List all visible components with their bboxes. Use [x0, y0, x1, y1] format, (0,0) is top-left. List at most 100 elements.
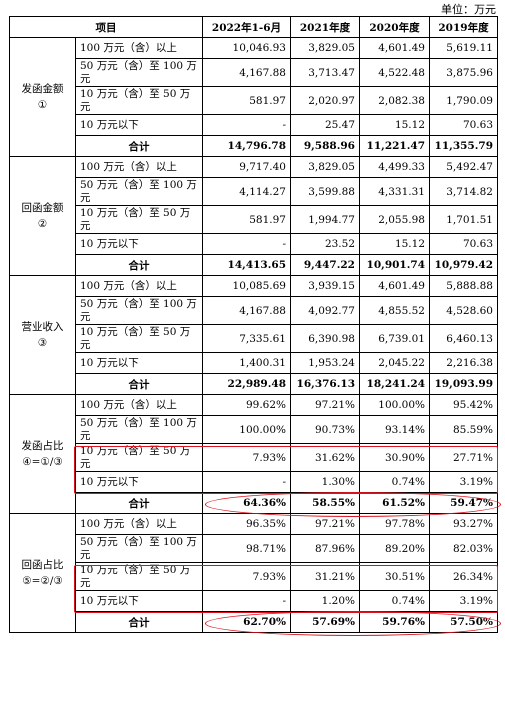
- total-value-cell: 11,355.79: [429, 135, 498, 157]
- group-label-line: ③: [37, 337, 48, 349]
- header-item: 项目: [9, 16, 203, 38]
- value-cell: 30.90%: [359, 443, 430, 472]
- value-cell: 82.03%: [429, 534, 498, 563]
- value-cell: 27.71%: [429, 443, 498, 472]
- value-cell: 4,114.27: [202, 177, 291, 206]
- row-label: 50 万元（含）至 100 万元: [75, 534, 203, 563]
- value-cell: 89.20%: [359, 534, 430, 563]
- row-label: 100 万元（含）以上: [75, 394, 203, 416]
- table-row: 发函金额 ① 100 万元（含）以上 10,046.93 3,829.05 4,601.4…: [9, 37, 498, 157]
- value-cell: 10,046.93: [202, 37, 291, 59]
- value-cell: 1,400.31: [202, 352, 291, 374]
- row-label: 10 万元（含）至 50 万元: [75, 443, 203, 472]
- value-cell: 4,092.77: [290, 296, 360, 325]
- table-row: 发函占比 ④=①/③ 100 万元（含）以上 99.62% 97.21% 100.00% 9…: [9, 394, 498, 514]
- value-cell: 1,994.77: [290, 205, 360, 234]
- value-cell: 4,601.49: [359, 37, 430, 59]
- value-cell: 1,701.51: [429, 205, 498, 234]
- total-value-cell: 22,989.48: [202, 373, 291, 395]
- value-cell: 25.47: [290, 114, 360, 136]
- table-row: 50 万元（含）至 100 万元 4,167.88 4,092.77 4,855.52…: [10, 296, 498, 325]
- group-label-line: 发函占比: [21, 440, 64, 452]
- total-value-cell: 57.50%: [429, 611, 498, 633]
- header-2022h1: 2022年1-6月: [202, 16, 291, 38]
- header-2019: 2019年度: [429, 16, 498, 38]
- value-cell: 3,829.05: [290, 156, 360, 178]
- value-cell: 4,528.60: [429, 296, 498, 325]
- total-value-cell: 59.76%: [359, 611, 430, 633]
- value-cell: 31.62%: [290, 443, 360, 472]
- table-row: 10 万元（含）至 50 万元 7,335.61 6,390.98 6,739.01 6…: [10, 324, 498, 353]
- table-row: 10 万元以下 -1.20% 0.74% 3.19%: [10, 590, 498, 612]
- row-label: 10 万元以下: [75, 114, 203, 136]
- value-cell: 100.00%: [359, 394, 430, 416]
- total-label: 合计: [75, 254, 203, 276]
- row-label: 100 万元（含）以上: [75, 156, 203, 178]
- unit-label: 单位：万元: [441, 3, 496, 16]
- row-label: 10 万元（含）至 50 万元: [75, 205, 203, 234]
- value-cell: 96.35%: [202, 513, 291, 535]
- value-cell: 3,939.15: [290, 275, 360, 297]
- value-cell: 4,499.33: [359, 156, 430, 178]
- group-label: 营业收入 ③: [9, 275, 76, 395]
- value-cell: 0.74%: [359, 590, 430, 612]
- total-value-cell: 9,588.96: [290, 135, 360, 157]
- value-cell: 10,085.69: [202, 275, 291, 297]
- value-cell: 3,599.88: [290, 177, 360, 206]
- total-value-cell: 14,796.78: [202, 135, 291, 157]
- value-cell: 4,855.52: [359, 296, 430, 325]
- value-cell: 5,492.47: [429, 156, 498, 178]
- total-value-cell: 10,979.42: [429, 254, 498, 276]
- value-cell: 2,020.97: [290, 86, 360, 115]
- total-value-cell: 57.69%: [290, 611, 360, 633]
- total-value-cell: 10,901.74: [359, 254, 430, 276]
- group-label-line: 回函占比: [21, 559, 64, 571]
- value-cell: 3.19%: [429, 471, 498, 493]
- value-cell: 9,717.40: [202, 156, 291, 178]
- value-cell: 4,167.88: [202, 58, 291, 87]
- total-label: 合计: [75, 373, 203, 395]
- row-label: 50 万元（含）至 100 万元: [75, 177, 203, 206]
- table-row: 10 万元（含）至 50 万元 7.93% 31.21% 30.51% 26.34%: [10, 562, 498, 591]
- table-row: 50 万元（含）至 100 万元 4,114.27 3,599.88 4,331.31…: [10, 177, 498, 206]
- total-value-cell: 62.70%: [202, 611, 291, 633]
- row-label: 50 万元（含）至 100 万元: [75, 415, 203, 444]
- table-row: 10 万元以下 -23.52 15.12 70.63: [10, 233, 498, 255]
- table-row: 10 万元以下 -25.47 15.12 70.63: [10, 114, 498, 136]
- value-cell: 7.93%: [202, 443, 291, 472]
- table-row: 10 万元（含）至 50 万元 7.93% 31.62% 30.90% 27.71%: [10, 443, 498, 472]
- value-cell: 581.97: [202, 86, 291, 115]
- total-label: 合计: [75, 135, 203, 157]
- header-2020: 2020年度: [359, 16, 430, 38]
- header-2021: 2021年度: [290, 16, 360, 38]
- value-cell: 1,790.09: [429, 86, 498, 115]
- value-cell: 3,714.82: [429, 177, 498, 206]
- group-label-line: 回函金额: [21, 202, 64, 214]
- value-cell: 7.93%: [202, 562, 291, 591]
- group-label: 发函金额 ①: [9, 37, 76, 157]
- row-label: 10 万元以下: [75, 352, 203, 374]
- table-row: 50 万元（含）至 100 万元 100.00% 90.73% 93.14% 85.59…: [10, 415, 498, 444]
- value-cell: 4,331.31: [359, 177, 430, 206]
- value-cell: 581.97: [202, 205, 291, 234]
- value-cell: 4,522.48: [359, 58, 430, 87]
- value-cell: 100.00%: [202, 415, 291, 444]
- row-label: 10 万元以下: [75, 471, 203, 493]
- value-cell: 5,888.88: [429, 275, 498, 297]
- row-label: 100 万元（含）以上: [75, 275, 203, 297]
- table-row: 回函占比 ⑤=②/③ 100 万元（含）以上 96.35% 97.21% 97.78% 93…: [9, 513, 498, 633]
- group-label-line: ④=①/③: [22, 456, 63, 468]
- value-cell: 97.21%: [290, 394, 360, 416]
- value-cell: 6,460.13: [429, 324, 498, 353]
- value-cell: 0.74%: [359, 471, 430, 493]
- value-cell: -: [202, 233, 291, 255]
- row-label: 50 万元（含）至 100 万元: [75, 296, 203, 325]
- value-cell: 26.34%: [429, 562, 498, 591]
- value-cell: 2,082.38: [359, 86, 430, 115]
- row-label: 50 万元（含）至 100 万元: [75, 58, 203, 87]
- row-label: 100 万元（含）以上: [75, 513, 203, 535]
- total-value-cell: 16,376.13: [290, 373, 360, 395]
- value-cell: 3,829.05: [290, 37, 360, 59]
- total-value-cell: 61.52%: [359, 492, 430, 514]
- value-cell: 97.78%: [359, 513, 430, 535]
